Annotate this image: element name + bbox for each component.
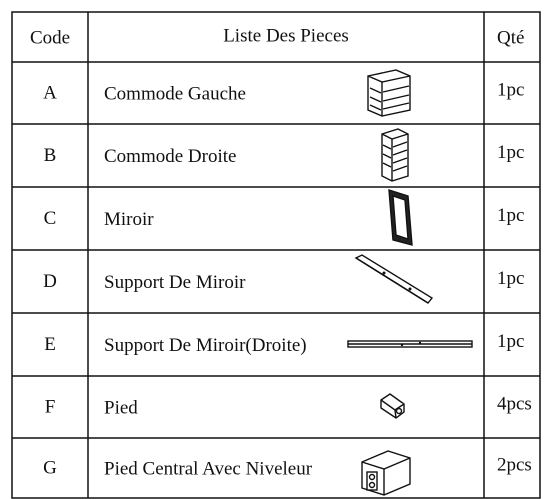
piece-cell: Pied: [104, 397, 138, 418]
piece-cell: Commode Droite: [104, 146, 236, 167]
header-cell: Qté: [497, 27, 524, 48]
table-border: [11, 11, 541, 499]
piece-cell: Support De Miroir(Droite): [104, 335, 307, 356]
code-cell: F: [45, 396, 56, 417]
qty-cell: 1pc: [497, 142, 524, 163]
header-cell: Liste Des Pieces: [223, 25, 349, 46]
icon-commode-droite: [381, 128, 409, 182]
rows: A Commode Gauche 1pc B Commode Droite 1pc C Mir…: [43, 79, 532, 479]
code-cell: E: [44, 334, 56, 355]
piece-cell: Support De Miroir: [104, 272, 246, 293]
code-cell: G: [43, 457, 57, 478]
qty-cell: 1pc: [497, 205, 524, 226]
icon-commode-gauche: [367, 69, 411, 117]
code-cell: C: [44, 208, 57, 229]
code-cell: B: [44, 145, 57, 166]
qty-cell: 4pcs: [497, 393, 532, 414]
qty-cell: 1pc: [497, 268, 524, 289]
code-cell: D: [43, 271, 57, 292]
piece-cell: Commode Gauche: [104, 83, 246, 104]
qty-cell: 2pcs: [497, 454, 532, 475]
code-cell: A: [43, 82, 57, 103]
grid-lines: [12, 12, 540, 498]
icon-pied-central: [361, 450, 411, 496]
qty-cell: 1pc: [497, 331, 524, 352]
icon-pied: [380, 393, 405, 419]
icon-support-droite: [347, 340, 473, 348]
icon-miroir: [388, 189, 413, 246]
icon-support-miroir: [354, 254, 434, 304]
qty-cell: 1pc: [497, 79, 524, 100]
piece-cell: Miroir: [104, 209, 154, 230]
piece-cell: Pied Central Avec Niveleur: [104, 458, 313, 479]
header-cell: Code: [30, 27, 70, 48]
